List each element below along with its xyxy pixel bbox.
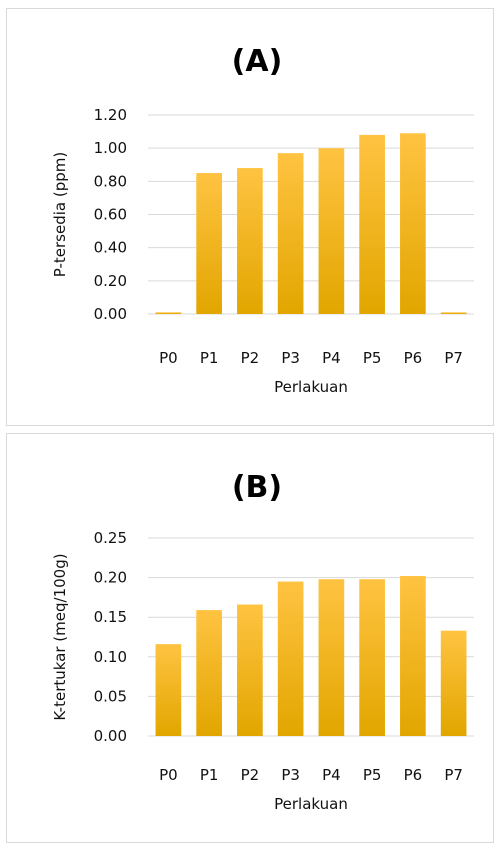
x-axis-label: Perlakuan <box>274 795 348 813</box>
chart-title: (B) <box>232 470 282 505</box>
bar-p6 <box>400 576 426 736</box>
y-axis-label: P-tersedia (ppm) <box>51 152 69 277</box>
x-tick-label: P0 <box>159 349 178 367</box>
x-tick-label: P4 <box>322 349 341 367</box>
y-tick-label: 0.05 <box>94 687 127 705</box>
x-tick-label: P4 <box>322 766 341 784</box>
bar-p0 <box>155 644 182 736</box>
bar-p2 <box>237 604 263 736</box>
y-tick-label: 0.80 <box>94 172 127 190</box>
bar-p4 <box>318 148 345 314</box>
bar-p6 <box>400 133 426 314</box>
y-tick-label: 1.20 <box>94 106 127 124</box>
x-tick-label: P5 <box>363 766 382 784</box>
bar-p3 <box>277 153 304 314</box>
x-tick-label: P7 <box>444 349 463 367</box>
y-axis-label: K-tertukar (meq/100g) <box>51 553 69 720</box>
chart-b-svg: (B) 0.00 0.05 0.10 0.15 0.20 0.25 P0 P1 P2 P3 P4 P5 P… <box>51 470 474 813</box>
y-tick-label: 1.00 <box>94 139 127 157</box>
chart-title: (A) <box>232 44 283 79</box>
chart-panel-a: (A) 0.00 0.20 0.40 0.60 0.80 1.00 1.20 P0 P1 P2 P3 P… <box>6 8 494 426</box>
chart-a-svg: (A) 0.00 0.20 0.40 0.60 0.80 1.00 1.20 P0 P1 P2 P3 P… <box>51 44 474 396</box>
x-tick-label: P6 <box>404 349 423 367</box>
x-tick-label: P3 <box>281 766 300 784</box>
y-tick-label: 0.15 <box>94 608 127 626</box>
y-tick-label: 0.25 <box>94 529 127 547</box>
x-tick-label: P0 <box>159 766 178 784</box>
bar-p0 <box>155 312 182 314</box>
x-tick-label: P3 <box>281 349 300 367</box>
y-tick-label: 0.20 <box>94 272 127 290</box>
x-tick-label: P5 <box>363 349 382 367</box>
x-tick-label: P1 <box>200 766 219 784</box>
bar-p1 <box>196 173 222 314</box>
x-axis-label: Perlakuan <box>274 378 348 396</box>
bar-p1 <box>196 610 222 736</box>
bar-p4 <box>318 579 345 736</box>
x-tick-label: P1 <box>200 349 219 367</box>
bar-p3 <box>277 581 304 736</box>
x-tick-label: P2 <box>241 349 260 367</box>
x-tick-label: P6 <box>404 766 423 784</box>
chart-panel-b: (B) 0.00 0.05 0.10 0.15 0.20 0.25 P0 P1 P2 P3 P4 P5 P… <box>6 433 494 843</box>
bar-p2 <box>237 168 263 314</box>
bar-p7 <box>440 630 467 736</box>
bar-p5 <box>359 134 385 314</box>
bar-p5 <box>359 579 385 736</box>
y-tick-label: 0.10 <box>94 648 127 666</box>
x-tick-label: P7 <box>444 766 463 784</box>
y-tick-label: 0.40 <box>94 239 127 257</box>
bar-p7 <box>440 312 467 314</box>
y-tick-label: 0.60 <box>94 206 127 224</box>
y-tick-label: 0.20 <box>94 569 127 587</box>
y-tick-label: 0.00 <box>94 305 127 323</box>
x-tick-label: P2 <box>241 766 260 784</box>
y-tick-label: 0.00 <box>94 727 127 745</box>
